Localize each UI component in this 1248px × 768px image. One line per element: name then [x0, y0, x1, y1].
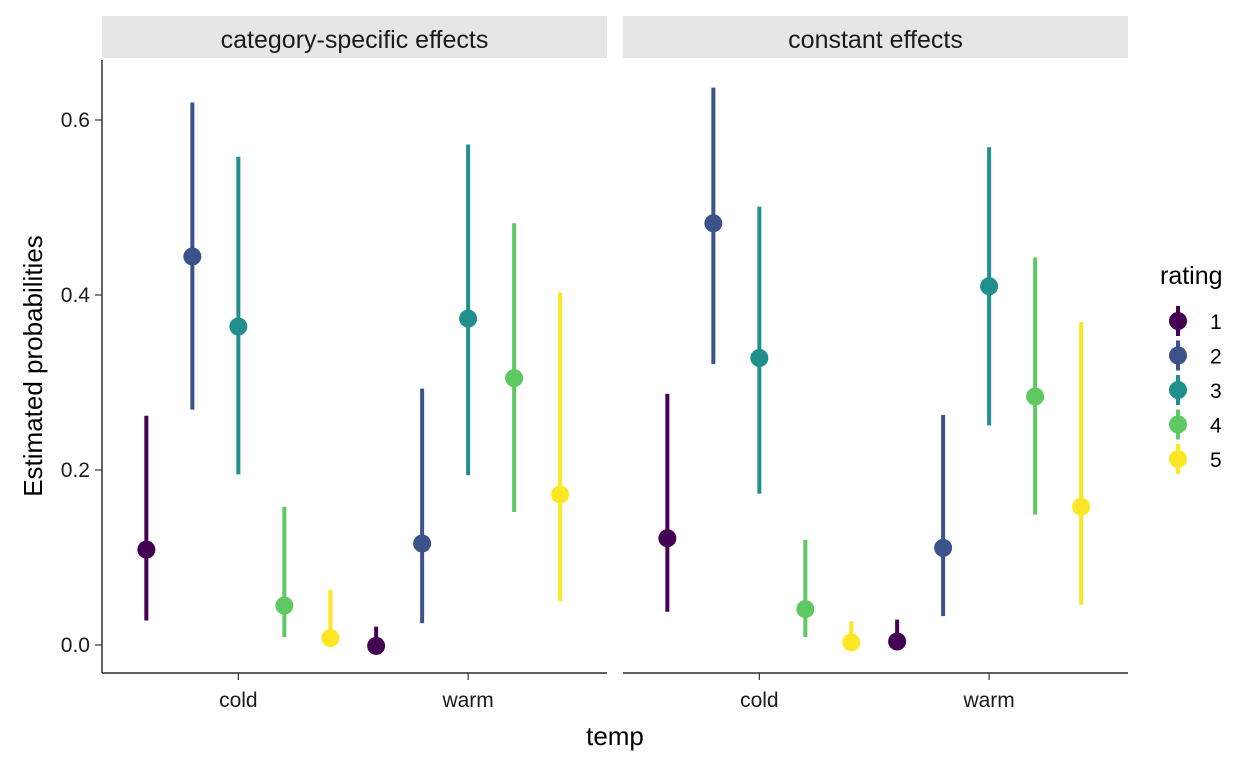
series-3	[229, 144, 478, 476]
x-tick-label: warm	[441, 689, 493, 712]
data-point	[750, 349, 769, 367]
x-tick-label: cold	[740, 689, 779, 712]
series-2	[183, 102, 432, 624]
legend-key-point	[1169, 381, 1187, 399]
data-point	[980, 277, 999, 296]
legend-label: 5	[1210, 449, 1222, 472]
y-tick-label: 0.0	[61, 634, 90, 657]
facet-strip-title: category-specific effects	[221, 26, 489, 54]
panels-layer: category-specific effects 0.0 0.2 0.4 0.6 col…	[61, 16, 1128, 712]
panel-2: constant effects cold warm	[623, 16, 1128, 712]
data-point	[551, 485, 570, 504]
facet-strip	[102, 16, 607, 58]
y-axis-title: Estimated probabilities	[18, 235, 48, 497]
data-point	[704, 214, 723, 233]
data-point	[796, 600, 815, 619]
data-point	[1072, 497, 1091, 516]
x-tick-label: warm	[962, 689, 1014, 712]
series-3	[750, 147, 999, 494]
y-tick-label: 0.4	[61, 284, 91, 307]
data-point	[137, 540, 156, 559]
series-5	[321, 292, 570, 647]
legend-label: 2	[1210, 346, 1222, 369]
data-point	[505, 369, 524, 388]
data-point	[413, 534, 432, 553]
legend-entry-3: 3	[1169, 375, 1222, 405]
legend-label: 4	[1210, 415, 1222, 438]
series-5	[842, 322, 1091, 652]
facet-strip-title: constant effects	[788, 26, 963, 54]
facet-strip	[623, 16, 1128, 58]
series-4	[275, 223, 524, 638]
series-1	[137, 415, 386, 655]
x-tick-label: cold	[219, 689, 258, 712]
series-1	[658, 393, 907, 651]
legend-entry-5: 5	[1169, 444, 1222, 474]
legend-entry-1: 1	[1169, 306, 1222, 336]
data-point	[321, 629, 340, 647]
data-point	[842, 633, 861, 652]
legend-key-point	[1169, 415, 1187, 434]
legend-title: rating	[1160, 262, 1223, 290]
legend: rating 1 2 3 4 5	[1160, 262, 1223, 474]
data-point	[367, 636, 386, 655]
panel-1: category-specific effects 0.0 0.2 0.4 0.6 col…	[61, 16, 607, 712]
y-tick-label: 0.2	[61, 459, 90, 482]
legend-key-point	[1169, 450, 1187, 468]
y-tick-label: 0.6	[61, 109, 90, 132]
data-point	[459, 309, 478, 328]
legend-entry-4: 4	[1169, 409, 1222, 440]
legend-entry-2: 2	[1169, 340, 1222, 371]
series-2	[704, 87, 953, 617]
data-point	[229, 317, 248, 336]
x-axis-title: temp	[586, 721, 644, 751]
legend-label: 3	[1210, 380, 1222, 403]
legend-key-point	[1169, 346, 1187, 365]
legend-label: 1	[1210, 311, 1222, 334]
data-point	[888, 632, 907, 651]
data-point	[275, 596, 294, 615]
legend-entries: 1 2 3 4 5	[1169, 306, 1222, 474]
legend-key-point	[1169, 312, 1187, 330]
series-4	[796, 257, 1045, 638]
data-point	[934, 538, 953, 557]
data-point	[658, 529, 677, 548]
data-point	[1026, 387, 1045, 406]
data-point	[183, 247, 202, 266]
